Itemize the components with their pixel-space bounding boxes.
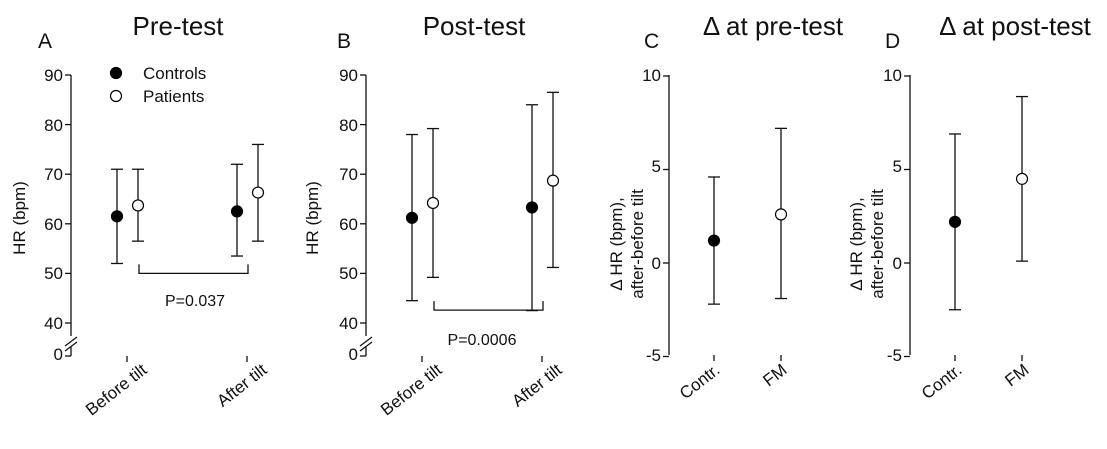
panel-c-xtick-fm: FM bbox=[759, 360, 790, 390]
panel-d-y-axis-label-line2: after-before tilt bbox=[868, 189, 887, 299]
legend-patients-marker bbox=[109, 89, 123, 103]
panel-letter-b: B bbox=[337, 30, 351, 53]
panel-a-xtick-after-tilt: After tilt bbox=[213, 360, 270, 411]
panel-b-xtick-after-tilt: After tilt bbox=[508, 360, 565, 411]
panel-c-contr-point bbox=[707, 234, 721, 247]
panel-b-ytick-40: 40 bbox=[339, 314, 358, 333]
panel-d-fm-point bbox=[1015, 172, 1029, 185]
panel-a-axis-break-mark-1 bbox=[64, 336, 78, 347]
panel-d-ytick-minus5: -5 bbox=[887, 346, 902, 365]
panel-c: C Δ at pre-test Δ HR (bpm), after-before… bbox=[607, 11, 844, 403]
panel-b-controls-point bbox=[405, 211, 419, 224]
panel-c-ytick-0: 0 bbox=[652, 254, 661, 273]
panel-a-ytick-60: 60 bbox=[44, 215, 63, 234]
panel-c-title: Δ at pre-test bbox=[703, 11, 844, 41]
legend-patients-label: Patients bbox=[143, 87, 204, 106]
panel-b-patients-point bbox=[546, 174, 560, 187]
panel-a-ytick-0: 0 bbox=[54, 345, 63, 364]
panel-c-ytick-minus5: -5 bbox=[646, 346, 661, 365]
panel-d-ytick-5: 5 bbox=[893, 157, 902, 176]
panel-d-ytick-10: 10 bbox=[883, 66, 902, 85]
panel-a-patients-point bbox=[131, 199, 145, 212]
panel-b-significance-bracket bbox=[433, 301, 544, 311]
panel-b-ytick-50: 50 bbox=[339, 264, 358, 283]
legend-controls-marker bbox=[109, 66, 123, 80]
panel-b-axis-break-mark-1 bbox=[359, 336, 373, 347]
panel-c-fm-point bbox=[774, 208, 788, 221]
chart-marks bbox=[64, 66, 1029, 362]
panel-a-axis-break-mark-2 bbox=[64, 341, 78, 352]
legend-controls-label: Controls bbox=[143, 64, 206, 83]
panel-b-ytick-90: 90 bbox=[339, 66, 358, 85]
panel-b-ytick-80: 80 bbox=[339, 116, 358, 135]
panel-a-patients-point bbox=[251, 186, 265, 199]
panel-b-ytick-60: 60 bbox=[339, 215, 358, 234]
panel-a-ytick-90: 90 bbox=[44, 66, 63, 85]
panel-c-y-axis-label-line1: Δ HR (bpm), bbox=[607, 197, 626, 291]
panel-letter-d: D bbox=[885, 30, 900, 53]
panel-a-controls-point bbox=[230, 205, 244, 218]
panel-a-xtick-before-tilt: Before tilt bbox=[82, 360, 151, 419]
panel-a-ytick-70: 70 bbox=[44, 165, 63, 184]
panel-a-y-axis-label: HR (bpm) bbox=[10, 181, 29, 255]
panel-b-p-value: P=0.0006 bbox=[448, 332, 517, 349]
panel-a-p-value: P=0.037 bbox=[165, 293, 225, 310]
panel-a-significance-bracket bbox=[138, 264, 249, 275]
panel-a-title: Pre-test bbox=[132, 11, 224, 41]
panel-d-y-axis-label-line1: Δ HR (bpm), bbox=[847, 197, 866, 291]
panel-c-xtick-contr: Contr. bbox=[676, 360, 723, 403]
panel-d-title: Δ at post-test bbox=[939, 11, 1092, 41]
panel-b-ytick-70: 70 bbox=[339, 165, 358, 184]
panel-a-ytick-80: 80 bbox=[44, 116, 63, 135]
panel-b-patients-point bbox=[426, 196, 440, 210]
panel-a: A Pre-test HR (bpm) 90 80 70 60 50 40 0 … bbox=[10, 11, 271, 419]
panel-b-xtick-before-tilt: Before tilt bbox=[377, 360, 446, 419]
panel-b-ytick-0: 0 bbox=[349, 345, 358, 364]
panel-b-axis-break-mark-2 bbox=[359, 341, 373, 352]
panel-d-xtick-contr: Contr. bbox=[918, 360, 965, 403]
panel-d-ytick-0: 0 bbox=[893, 254, 902, 273]
panel-b: B Post-test HR (bpm) 90 80 70 60 50 40 0… bbox=[303, 11, 566, 419]
panel-letter-a: A bbox=[38, 30, 52, 53]
panel-b-title: Post-test bbox=[423, 11, 526, 41]
panel-a-ytick-40: 40 bbox=[44, 314, 63, 333]
panel-c-ytick-10: 10 bbox=[642, 66, 661, 85]
panel-d-xtick-fm: FM bbox=[1001, 360, 1032, 390]
panel-a-ytick-50: 50 bbox=[44, 264, 63, 283]
panel-letter-c: C bbox=[644, 30, 659, 53]
panel-c-ytick-5: 5 bbox=[652, 157, 661, 176]
panel-b-y-axis-label: HR (bpm) bbox=[303, 181, 322, 255]
panel-d: D Δ at post-test Δ HR (bpm), after-befor… bbox=[847, 11, 1092, 403]
panel-a-controls-point bbox=[110, 210, 124, 223]
panel-d-contr-point bbox=[948, 215, 962, 228]
panel-b-controls-point bbox=[525, 201, 539, 214]
panel-c-y-axis-label-line2: after-before tilt bbox=[628, 189, 647, 299]
